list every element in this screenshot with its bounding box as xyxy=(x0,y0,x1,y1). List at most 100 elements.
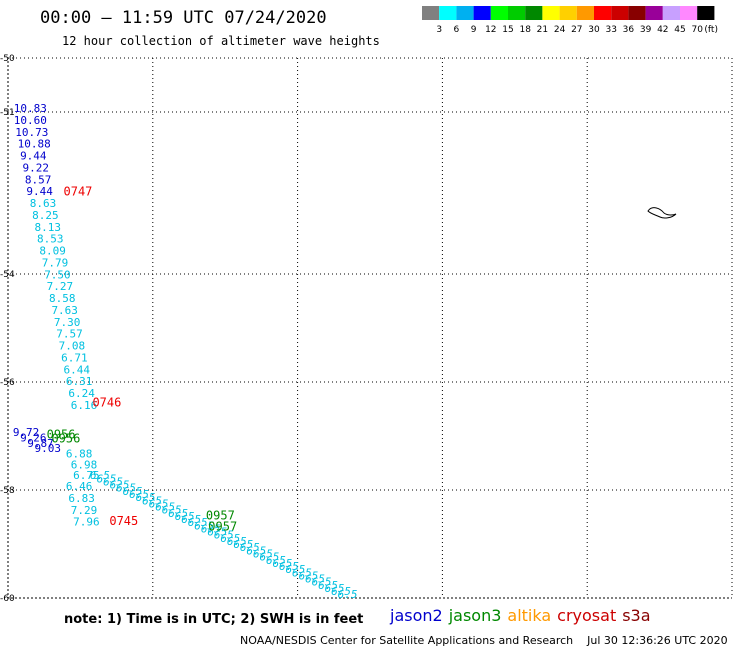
wave-height-label: 6.31 xyxy=(66,375,93,388)
scale-swatch xyxy=(576,6,594,20)
wave-height-glyph: 6.5 xyxy=(220,532,240,545)
island-coastline xyxy=(647,207,677,219)
wave-height-glyph: 6.5 xyxy=(149,497,169,510)
scale-tick-label: 12 xyxy=(485,25,496,35)
page-subtitle: 12 hour collection of altimeter wave hei… xyxy=(62,34,380,48)
wave-height-label: 10.83 xyxy=(14,102,47,115)
wave-height-glyph: 6.5 xyxy=(162,504,182,517)
satellite-legend-jason3: jason3 xyxy=(448,606,502,625)
scale-swatch xyxy=(439,6,457,20)
wave-height-glyph: 6.5 xyxy=(175,510,195,523)
wave-height-glyph: 6.5 xyxy=(90,469,110,482)
wave-height-label: 7.30 xyxy=(54,316,81,329)
wave-height-glyph: 6.5 xyxy=(97,472,117,485)
wave-height-label: 8.25 xyxy=(32,209,59,222)
scale-swatch xyxy=(473,6,491,20)
wave-height-label: 10.88 xyxy=(18,138,51,151)
scale-tick-label: 24 xyxy=(554,25,566,35)
satellite-legend-cryosat: cryosat xyxy=(557,606,617,625)
scale-swatch xyxy=(542,6,560,20)
scale-swatch xyxy=(508,6,526,20)
wave-height-glyph: 6.5 xyxy=(259,551,279,564)
scale-swatch xyxy=(662,6,680,20)
wave-height-label: 6.46 xyxy=(66,480,93,493)
wave-height-glyph: 6.5 xyxy=(305,573,325,586)
scale-tick-label: 21 xyxy=(537,25,548,35)
wave-height-glyph: 6.5 xyxy=(116,482,136,495)
scale-tick-label: 6 xyxy=(454,25,460,35)
scale-tick-label: 3 xyxy=(436,25,442,35)
wave-height-label: 6.83 xyxy=(68,492,95,505)
wave-height-label: 6.44 xyxy=(64,363,91,376)
scale-swatch xyxy=(611,6,629,20)
wave-height-glyph: 6.5 xyxy=(253,548,273,561)
wave-height-label: 9.44 xyxy=(26,185,53,198)
wave-height-glyph: 6.5 xyxy=(299,569,319,582)
scale-tick-label: 42 xyxy=(657,25,668,35)
wave-height-label: 6.88 xyxy=(66,448,93,461)
wave-height-glyph: 6.5 xyxy=(312,576,332,589)
scale-tick-label: 70 xyxy=(691,25,703,35)
pass-time-label: 0957 xyxy=(206,509,235,523)
scale-tick-label: 27 xyxy=(571,25,582,35)
footnote: note: 1) Time is in UTC; 2) SWH is in fe… xyxy=(64,612,364,627)
scale-tick-label: 36 xyxy=(623,25,635,35)
wave-height-label: 7.63 xyxy=(51,304,78,317)
scale-tick-label: 15 xyxy=(502,25,513,35)
scale-swatch xyxy=(456,6,474,20)
wave-height-glyph: 6.5 xyxy=(246,544,266,557)
wave-height-label: 6.16 xyxy=(71,399,98,412)
pass-time-label: 0745 xyxy=(109,514,138,528)
lat-tick-label: -51 xyxy=(0,108,15,118)
wave-height-label: 8.57 xyxy=(25,173,52,186)
wave-height-glyph: 6.5 xyxy=(273,557,293,570)
wave-height-glyph: 6.5 xyxy=(292,566,312,579)
scale-swatch xyxy=(680,6,698,20)
scale-tick-label: 39 xyxy=(640,25,652,35)
satellite-legend-s3a: s3a xyxy=(622,606,651,625)
wave-height-label: 9.87 xyxy=(27,437,54,450)
lat-tick-label: -60 xyxy=(0,594,15,604)
scale-swatch xyxy=(628,6,646,20)
wave-height-label: 9.44 xyxy=(20,150,47,163)
wave-height-glyph: 6.5 xyxy=(318,579,338,592)
wave-height-glyph: 6.5 xyxy=(338,588,358,601)
wave-height-glyph: 6.5 xyxy=(266,554,286,567)
wave-height-glyph: 6.5 xyxy=(168,507,188,520)
satellite-legend-altika: altika xyxy=(507,606,552,625)
pass-time-label: 0747 xyxy=(64,185,93,199)
scale-tick-label: 30 xyxy=(588,25,600,35)
wave-height-glyph: 6.5 xyxy=(110,479,130,492)
wave-height-label: 6.71 xyxy=(61,351,88,364)
lat-tick-label: -56 xyxy=(0,378,15,388)
scale-tick-label: 45 xyxy=(674,25,685,35)
scale-tick-label: 18 xyxy=(519,25,531,35)
wave-height-glyph: 6.5 xyxy=(207,526,227,539)
color-scale-legend: 3 6 9 12 15 18 21 24 27 30 33 36 39 42 45 70 (ft) xyxy=(422,6,718,35)
wave-height-glyph: 6.5 xyxy=(331,585,351,598)
credit-line: NOAA/NESDIS Center for Satellite Applica… xyxy=(240,634,728,647)
scale-swatch xyxy=(422,6,440,20)
wave-height-glyph: 6.5 xyxy=(227,535,247,548)
wave-height-glyph: 6.5 xyxy=(123,485,143,498)
wave-height-glyph: 6.5 xyxy=(194,519,214,532)
wave-height-label: 7.27 xyxy=(47,280,74,293)
wave-height-glyph: 6.5 xyxy=(201,522,221,535)
wave-height-glyph: 6.5 xyxy=(286,563,306,576)
wave-height-label: 7.29 xyxy=(71,504,98,517)
scale-tick-label: 9 xyxy=(471,25,477,35)
scale-swatch xyxy=(490,6,508,20)
scale-tick-label: 33 xyxy=(605,25,616,35)
scale-swatch xyxy=(525,6,543,20)
wave-height-glyph: 6.5 xyxy=(142,494,162,507)
wave-height-glyph: 6.5 xyxy=(325,582,345,595)
wave-height-label: 9.26 xyxy=(20,431,47,444)
wave-height-glyph: 6.5 xyxy=(240,541,260,554)
scale-unit: (ft) xyxy=(704,25,718,35)
wave-height-label: 7.08 xyxy=(59,340,86,353)
wave-height-label: 7.57 xyxy=(56,328,82,341)
page-title: 00:00 – 11:59 UTC 07/24/2020 xyxy=(40,8,327,28)
altimeter-map: 606366697275-50-51-54-56-58-6010.8310.60… xyxy=(0,54,733,604)
wave-height-glyph: 6.5 xyxy=(214,529,234,542)
lat-tick-label: -54 xyxy=(0,270,15,280)
